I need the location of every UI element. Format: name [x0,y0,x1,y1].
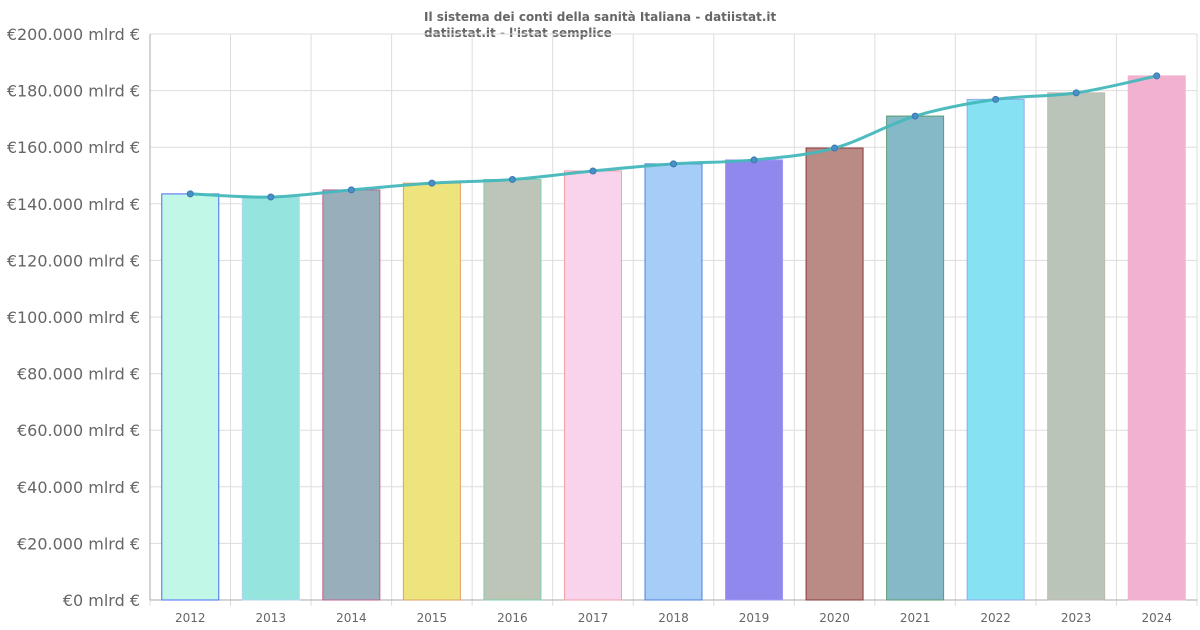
y-tick-label: €80.000 mlrd € [17,365,140,384]
trend-point [911,112,919,120]
bar [483,178,542,601]
trend-point [1153,72,1161,80]
bar [1047,92,1106,601]
bar [563,170,622,601]
trend-point [267,193,275,201]
chart-title: Il sistema dei conti della sanità Italia… [424,10,777,24]
trend-point [992,95,1000,103]
x-tick-label: 2016 [497,611,528,625]
x-tick-label: 2012 [175,611,206,625]
trend-point [428,179,436,187]
x-tick-label: 2022 [980,611,1011,625]
y-tick-label: €180.000 mlrd € [7,82,140,101]
x-tick-label: 2024 [1141,611,1172,625]
y-tick-label: €200.000 mlrd € [7,25,140,44]
x-tick-label: 2019 [739,611,770,625]
bar [644,163,703,601]
y-tick-label: €40.000 mlrd € [17,478,140,497]
y-tick-label: €100.000 mlrd € [7,308,140,327]
y-tick-label: €160.000 mlrd € [7,138,140,157]
y-tick-label: €60.000 mlrd € [17,421,140,440]
y-tick-label: €0 mlrd € [63,591,140,610]
trend-point [831,144,839,152]
x-tick-label: 2020 [819,611,850,625]
x-tick-label: 2014 [336,611,367,625]
y-tick-label: €20.000 mlrd € [17,534,140,553]
trend-point [1072,89,1080,97]
y-tick-label: €140.000 mlrd € [7,195,140,214]
trend-point [347,186,355,194]
chart-subtitle: datiistat.it - l'istat semplice [424,26,612,40]
bar [322,189,381,601]
bar [966,98,1025,601]
bar [1127,75,1186,601]
trend-point [508,175,516,183]
x-tick-label: 2023 [1061,611,1092,625]
bar [886,115,945,601]
bar [161,193,220,601]
bar [402,182,461,601]
y-tick-label: €120.000 mlrd € [7,251,140,270]
x-tick-label: 2021 [900,611,931,625]
trend-point [186,190,194,198]
x-tick-label: 2017 [578,611,609,625]
bar [805,147,864,601]
bar [241,196,300,601]
trend-point [589,167,597,175]
bar [725,159,784,601]
x-tick-label: 2013 [256,611,287,625]
x-tick-label: 2018 [658,611,689,625]
trend-point [750,156,758,164]
trend-point [670,160,677,168]
x-tick-label: 2015 [417,611,448,625]
